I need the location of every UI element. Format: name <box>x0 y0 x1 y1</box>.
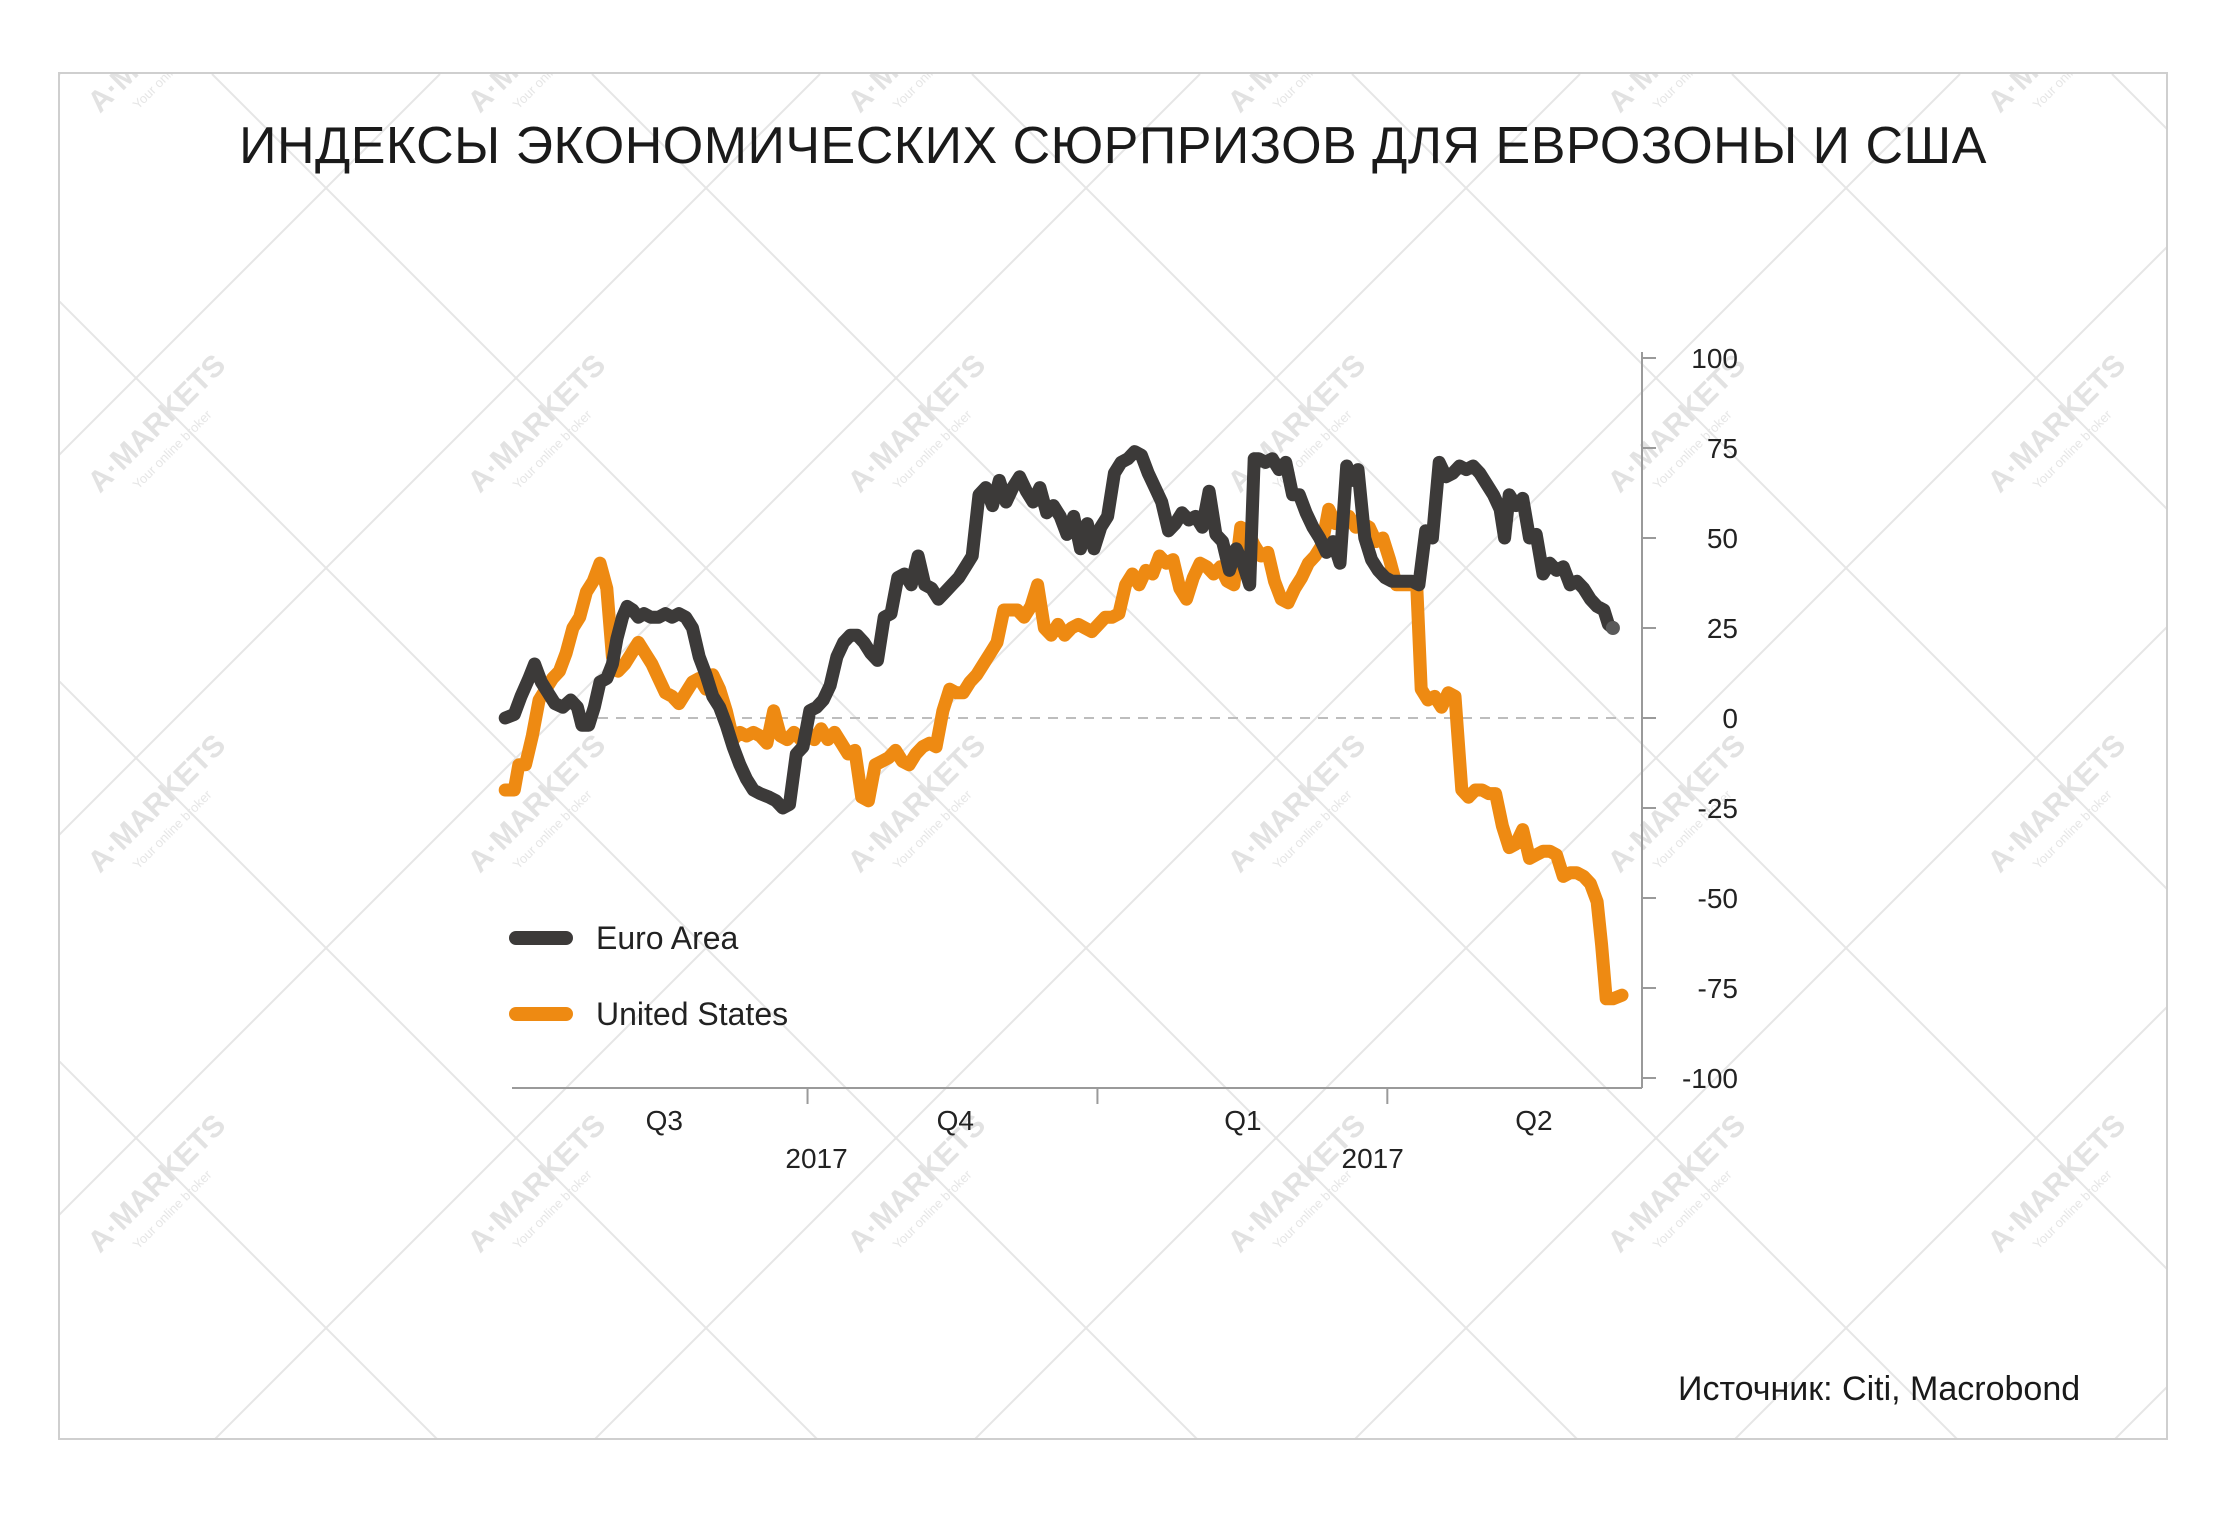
y-tick-label: 25 <box>1707 613 1738 644</box>
x-quarter-label: Q4 <box>937 1105 974 1136</box>
y-tick-label: 100 <box>1691 343 1738 374</box>
legend-label: Euro Area <box>596 920 739 956</box>
x-quarter-label: Q3 <box>646 1105 683 1136</box>
watermark-line <box>1731 74 2166 510</box>
x-quarter-label: Q1 <box>1224 1105 1261 1136</box>
watermark-line <box>1734 1006 2166 1438</box>
series-end-marker <box>1605 621 1620 635</box>
y-tick-label: 50 <box>1707 523 1738 554</box>
watermark-line <box>1354 626 2166 1438</box>
legend-label: United States <box>596 996 788 1032</box>
y-tick-label: 75 <box>1707 433 1738 464</box>
y-tick-label: -50 <box>1698 883 1738 914</box>
series-layer <box>498 445 1629 1006</box>
y-tick-label: 0 <box>1722 703 1738 734</box>
chart-title: ИНДЕКСЫ ЭКОНОМИЧЕСКИХ СЮРПРИЗОВ ДЛЯ ЕВРО… <box>239 117 1987 175</box>
x-year-label: 2017 <box>1342 1143 1404 1174</box>
watermark-line <box>60 1060 438 1438</box>
series-line-euro-area <box>498 445 1620 815</box>
axis-layer: 100 75 50 25 0 -25 -50 -75 -100 Q3 Q4 Q1 Q2 2017 2017 <box>512 343 1738 1174</box>
chart-frame: A·MARKETS Your online broker A·MARKETS Your… <box>58 72 2168 1440</box>
watermark-line <box>594 74 1961 1438</box>
watermark-line <box>974 246 2166 1438</box>
x-year-label: 2017 <box>785 1143 847 1174</box>
source-note: Источник: Citi, Macrobond <box>1678 1370 2081 1408</box>
legend: Euro Area United States <box>509 920 788 1032</box>
watermark-line <box>60 74 441 456</box>
series-line-united-states <box>498 502 1629 1006</box>
y-tick-label: -25 <box>1698 793 1738 824</box>
y-tick-label: -100 <box>1682 1063 1738 1094</box>
watermark-line <box>60 74 1201 1216</box>
watermark-line <box>60 74 821 836</box>
x-quarter-label: Q2 <box>1515 1105 1552 1136</box>
y-tick-label: -75 <box>1698 973 1738 1004</box>
